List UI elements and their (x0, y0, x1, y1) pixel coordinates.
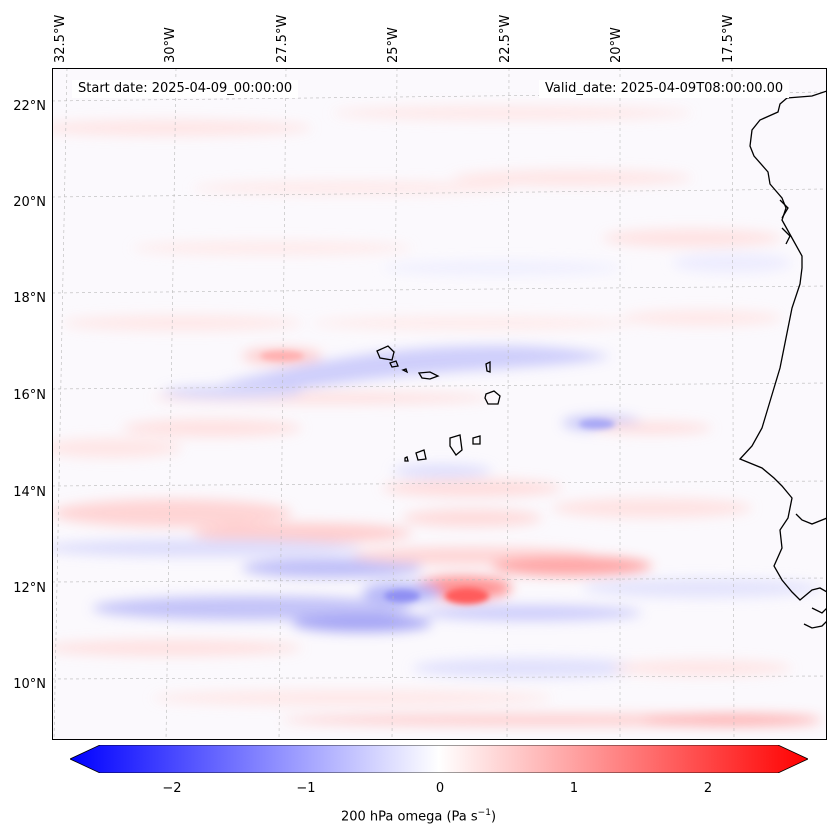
colorbar-gradient (70, 745, 808, 773)
lat-label: 18°N (13, 291, 46, 306)
colorbar-tick: 1 (569, 781, 579, 796)
lon-label: 17.5°W (721, 14, 736, 63)
start-date-label: Start date: 2025-04-09_00:00:00 (72, 80, 299, 98)
lon-label: 22.5°W (498, 14, 513, 63)
lat-label: 16°N (13, 388, 46, 403)
valid-date-label: Valid_date: 2025-04-09T08:00:00.00 (539, 80, 790, 98)
colorbar-tick: −1 (296, 781, 316, 796)
lat-label: 10°N (13, 677, 46, 692)
omega-field (52, 106, 822, 726)
colorbar-label: 200 hPa omega (Pa s−1) (340, 808, 497, 825)
colorbar-tick: 2 (703, 781, 713, 796)
lon-label: 32.5°W (53, 14, 68, 63)
gridlines (52, 68, 827, 740)
colorbar (70, 745, 808, 773)
lat-label: 12°N (13, 581, 46, 596)
colorbar-tick: −2 (162, 781, 182, 796)
colorbar-tick: 0 (435, 781, 445, 796)
cape-verde-islands (376, 345, 501, 462)
lat-label: 22°N (13, 99, 46, 114)
coastline (738, 90, 827, 629)
lon-label: 25°W (386, 27, 401, 63)
lon-label: 30°W (163, 27, 178, 63)
lon-label: 20°W (609, 27, 624, 63)
lat-label: 20°N (13, 195, 46, 210)
lat-label: 14°N (13, 485, 46, 500)
omega-map (52, 68, 827, 740)
lon-label: 27.5°W (275, 14, 290, 63)
map-border (52, 68, 827, 740)
map-background (52, 68, 827, 740)
